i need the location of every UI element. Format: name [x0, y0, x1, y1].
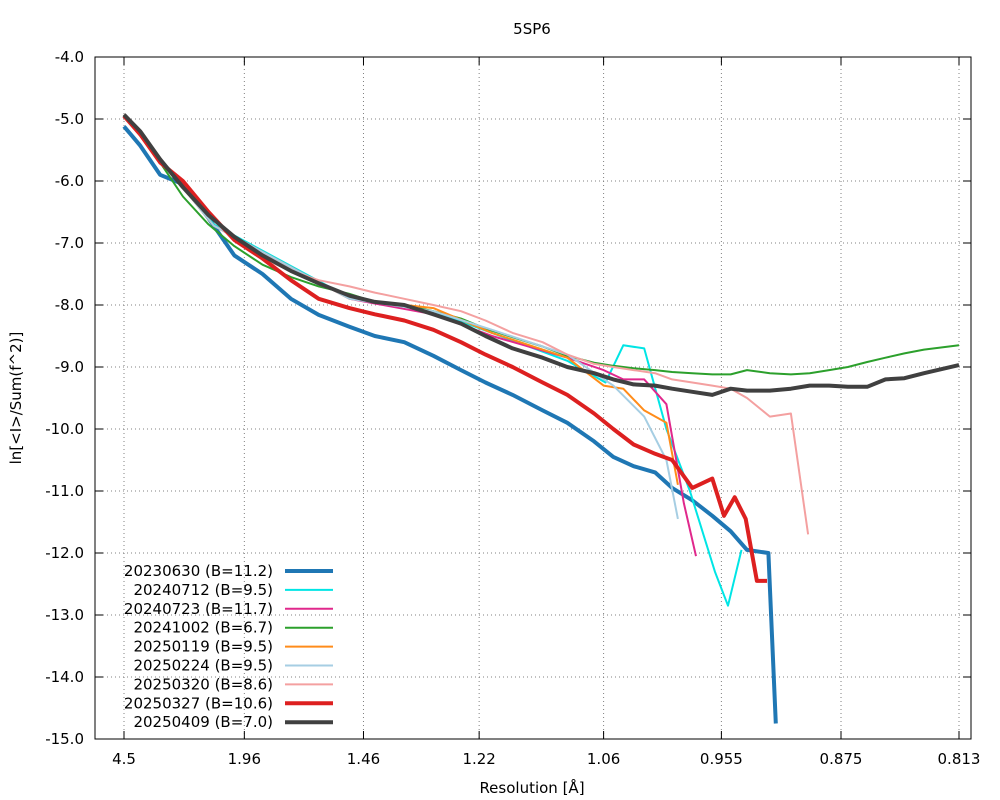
legend-label: 20250409 (B=7.0) — [133, 713, 273, 731]
x-axis-label: Resolution [Å] — [479, 778, 584, 797]
legend-label: 20230630 (B=11.2) — [124, 562, 273, 580]
y-tick-label: -5.0 — [55, 110, 84, 128]
legend-label: 20250327 (B=10.6) — [124, 694, 273, 712]
x-tick-label: 4.5 — [112, 750, 136, 768]
axis-ticks: 4.5 1.96 1.46 1.22 1.06 0.955 0.875 0.813 -4.0 -5… — [45, 48, 980, 768]
y-axis-label: ln[<I>/Sum(f^2)] — [7, 332, 25, 465]
y-tick-label: -8.0 — [55, 296, 84, 314]
series-line-3 — [123, 114, 960, 376]
legend-label: 20250119 (B=9.5) — [133, 638, 273, 656]
y-tick-label: -12.0 — [45, 544, 84, 562]
x-tick-label: 1.06 — [587, 750, 620, 768]
x-tick-label: 1.46 — [347, 750, 380, 768]
legend-label: 20250320 (B=8.6) — [133, 675, 273, 693]
y-tick-label: -10.0 — [45, 420, 84, 438]
series-lines — [122, 113, 960, 724]
x-tick-label: 0.875 — [820, 750, 863, 768]
x-tick-label: 0.955 — [700, 750, 743, 768]
legend-label: 20240723 (B=11.7) — [124, 600, 273, 618]
series-line-8 — [122, 113, 960, 397]
y-tick-label: -7.0 — [55, 234, 84, 252]
x-tick-label: 0.813 — [938, 750, 981, 768]
y-tick-label: -4.0 — [55, 48, 84, 66]
y-tick-label: -14.0 — [45, 668, 84, 686]
y-tick-label: -9.0 — [55, 358, 84, 376]
y-tick-label: -11.0 — [45, 482, 84, 500]
chart-title: 5SP6 — [513, 20, 551, 38]
grid-lines — [95, 57, 971, 739]
series-line-5 — [123, 114, 679, 520]
y-tick-label: -6.0 — [55, 172, 84, 190]
x-tick-label: 1.22 — [462, 750, 495, 768]
y-tick-label: -15.0 — [45, 730, 84, 748]
legend-label: 20241002 (B=6.7) — [133, 619, 273, 637]
series-line-0 — [122, 125, 778, 724]
legend-label: 20240712 (B=9.5) — [133, 581, 273, 599]
x-tick-label: 1.96 — [228, 750, 261, 768]
plot-frame — [94, 56, 972, 740]
legend: 20230630 (B=11.2)20240712 (B=9.5)2024072… — [124, 562, 333, 731]
legend-label: 20250224 (B=9.5) — [133, 657, 273, 675]
y-tick-label: -13.0 — [45, 606, 84, 624]
